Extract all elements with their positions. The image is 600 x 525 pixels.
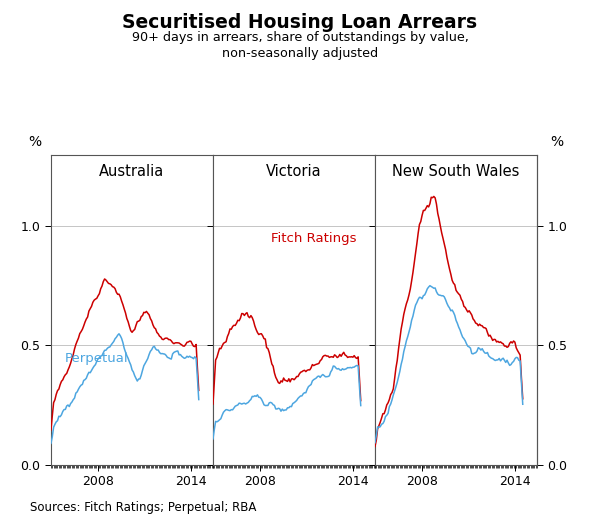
Text: Fitch Ratings: Fitch Ratings: [271, 232, 356, 245]
Text: %: %: [28, 135, 41, 149]
Text: Sources: Fitch Ratings; Perpetual; RBA: Sources: Fitch Ratings; Perpetual; RBA: [30, 501, 256, 514]
Text: Perpetual: Perpetual: [65, 352, 128, 365]
Text: Victoria: Victoria: [266, 164, 322, 179]
Text: 90+ days in arrears, share of outstandings by value,
non-seasonally adjusted: 90+ days in arrears, share of outstandin…: [131, 32, 469, 59]
Text: New South Wales: New South Wales: [392, 164, 520, 179]
Text: Securitised Housing Loan Arrears: Securitised Housing Loan Arrears: [122, 13, 478, 32]
Text: %: %: [550, 135, 563, 149]
Text: Australia: Australia: [100, 164, 164, 179]
